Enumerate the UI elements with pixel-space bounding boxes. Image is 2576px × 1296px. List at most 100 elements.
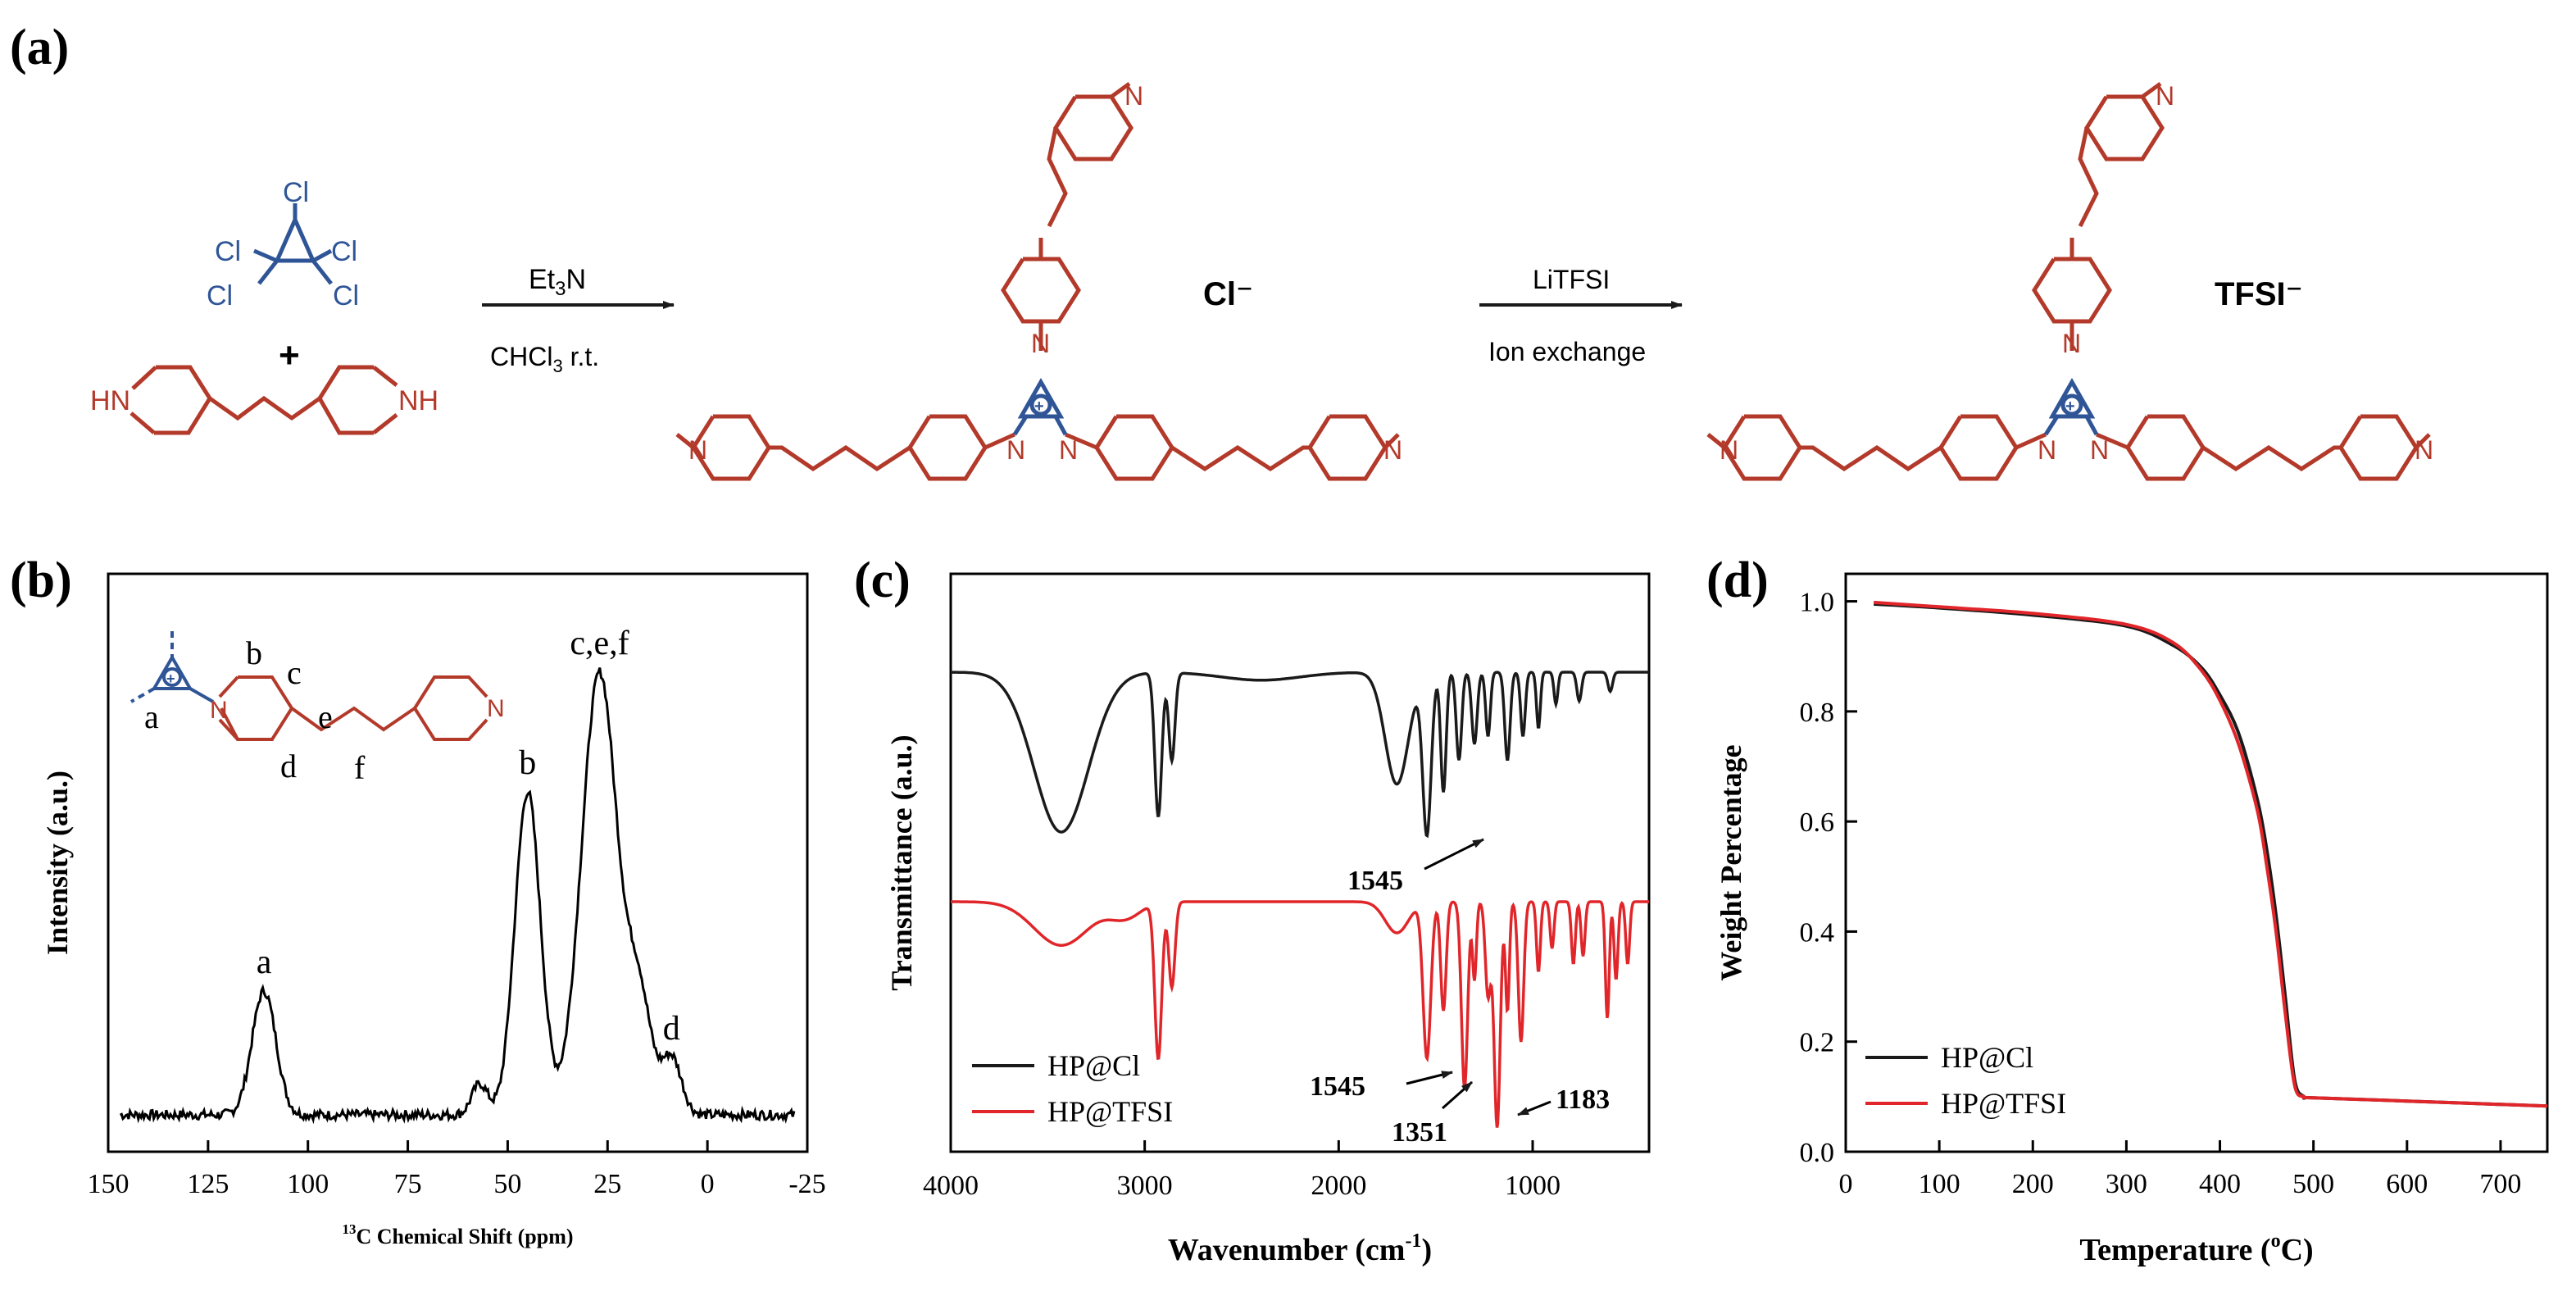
y-axis-label: Weight Percentage: [1715, 744, 1747, 980]
reagent-cyclopropene: [253, 203, 333, 285]
x-tick-label: 600: [2386, 1169, 2428, 1199]
x-tick-label: 50: [493, 1169, 521, 1199]
annotation-label: 1183: [1556, 1085, 1610, 1115]
y-axis-label: Intensity (a.u.): [41, 771, 74, 955]
product2-anion: TFSI⁻: [2215, 276, 2303, 312]
x-tick-label: 0: [1839, 1169, 1853, 1199]
x-tick-label: 2000: [1311, 1171, 1366, 1201]
inset-label: b: [246, 634, 262, 671]
n-label: N: [487, 695, 505, 722]
annotation-label: 1545: [1347, 866, 1403, 896]
n-label: N: [2062, 329, 2081, 358]
peak-label: b: [519, 744, 536, 782]
peak-label: d: [663, 1010, 680, 1048]
x-tick-label: 400: [2199, 1169, 2241, 1199]
x-tick-label: 700: [2479, 1169, 2521, 1199]
annotation-arrow: [1442, 1080, 1473, 1110]
ftir-line-hp-cl: [950, 671, 1649, 839]
x-tick-label: 75: [394, 1169, 422, 1199]
annotation-arrow: [1517, 1100, 1552, 1116]
cl-atom-label: Cl: [333, 280, 359, 311]
nmr-spectrum-line: [119, 667, 796, 1125]
x-tick-label: 500: [2292, 1169, 2334, 1199]
annotation-arrow: [1424, 838, 1484, 871]
legend-label: HP@TFSI: [1941, 1087, 2066, 1120]
annotation-label: 1545: [1310, 1071, 1365, 1102]
x-tick-label: 125: [187, 1169, 229, 1199]
step1-reagent-sub: 3: [555, 278, 566, 300]
x-tick-label: 0: [701, 1169, 715, 1199]
inset-label: d: [280, 748, 297, 784]
inset-label: c: [287, 654, 302, 691]
peak-label: a: [257, 944, 272, 981]
x-tick-label: 300: [2106, 1169, 2147, 1199]
cation-charge: +: [1034, 398, 1044, 416]
legend-label: HP@Cl: [1941, 1041, 2033, 1074]
nmr-inset-structure: N N + a b c d e f: [130, 631, 505, 786]
reagent-cl-labels: Cl Cl Cl Cl Cl: [207, 177, 359, 311]
panel-a-label: (a): [10, 20, 69, 75]
plot-frame: [949, 572, 1651, 1153]
x-tick-label: 25: [593, 1169, 621, 1199]
annotation-label: 1351: [1392, 1117, 1447, 1148]
n-label: N: [2038, 435, 2056, 465]
cl-atom-label: Cl: [283, 177, 309, 208]
y-axis-label: Transmittance (a.u.): [885, 734, 918, 990]
x-tick-label: 150: [88, 1169, 129, 1199]
n-label: N: [1031, 329, 1050, 358]
nmr-chart: a b c,e,f d 150 125 100 75 50 25 0 -25 13C Chemical …: [41, 572, 826, 1248]
n-label: N: [210, 697, 228, 724]
step1-reagent-tail: N: [566, 264, 586, 295]
x-tick-label: 3000: [1117, 1171, 1173, 1201]
ftir-line-hp-tfsi: [951, 900, 1649, 1128]
cation-charge: +: [2065, 398, 2075, 416]
n-label: N: [1383, 435, 1402, 465]
cl-atom-label: Cl: [331, 236, 357, 267]
step1-reagent: Et3N: [529, 264, 586, 300]
inset-label: a: [144, 698, 159, 735]
n-label: N: [1059, 435, 1078, 465]
x-axis-label: Wavenumber (cm-1): [1168, 1230, 1432, 1267]
y-tick-label: 0.4: [1800, 917, 1835, 948]
step1-conditions: CHCl3 r.t.: [490, 342, 599, 376]
annotation-arrow: [1406, 1071, 1453, 1085]
y-tick-label: 0.2: [1800, 1028, 1835, 1058]
n-label: N: [2415, 435, 2433, 465]
product1-anion: Cl⁻: [1203, 276, 1253, 312]
cation-charge: +: [166, 671, 175, 687]
step2-conditions: Ion exchange: [1488, 337, 1646, 366]
panel-c-label: (c): [854, 553, 911, 608]
y-tick-label: 0.6: [1800, 807, 1835, 838]
n-label: N: [1006, 435, 1025, 465]
tga-chart: HP@Cl HP@TFSI 0 100 200 300 400 500 600 700 0.0 0.2…: [1715, 572, 2549, 1267]
nh-label: NH: [398, 385, 438, 416]
n-label: N: [1124, 81, 1143, 111]
n-label: N: [2156, 81, 2174, 111]
step2-reagent: LiTFSI: [1533, 265, 1610, 294]
y-tick-label: 0.8: [1800, 698, 1835, 728]
y-tick-label: 1.0: [1800, 588, 1835, 618]
x-tick-label: 1000: [1505, 1171, 1561, 1201]
product-tfsi-network: N N N N N N +: [1706, 81, 2433, 481]
inset-label: e: [318, 698, 333, 735]
n-label: N: [2090, 435, 2109, 465]
x-axis-label: Temperature (oC): [2079, 1230, 2313, 1267]
nh-label: HN: [90, 385, 130, 416]
plot-frame: [107, 572, 809, 1153]
peak-label: c,e,f: [570, 625, 629, 662]
panel-b-label: (b): [10, 553, 72, 608]
x-axis-label: 13C Chemical Shift (ppm): [342, 1221, 573, 1248]
cl-atom-label: Cl: [207, 280, 233, 311]
y-tick-label: 0.0: [1800, 1138, 1835, 1168]
legend-label: HP@Cl: [1047, 1049, 1140, 1082]
product-cl-network: N N N N N N +: [675, 81, 1402, 481]
plus-sign: +: [279, 335, 300, 375]
reagent-dipiperidine: [129, 365, 398, 435]
tga-line-hp-tfsi: [1874, 600, 2548, 1108]
tga-line-hp-cl: [1874, 602, 2548, 1108]
x-tick-label: 4000: [923, 1171, 979, 1201]
x-tick-label: 100: [287, 1169, 329, 1199]
cl-atom-label: Cl: [215, 236, 241, 267]
inset-label: f: [354, 749, 366, 786]
